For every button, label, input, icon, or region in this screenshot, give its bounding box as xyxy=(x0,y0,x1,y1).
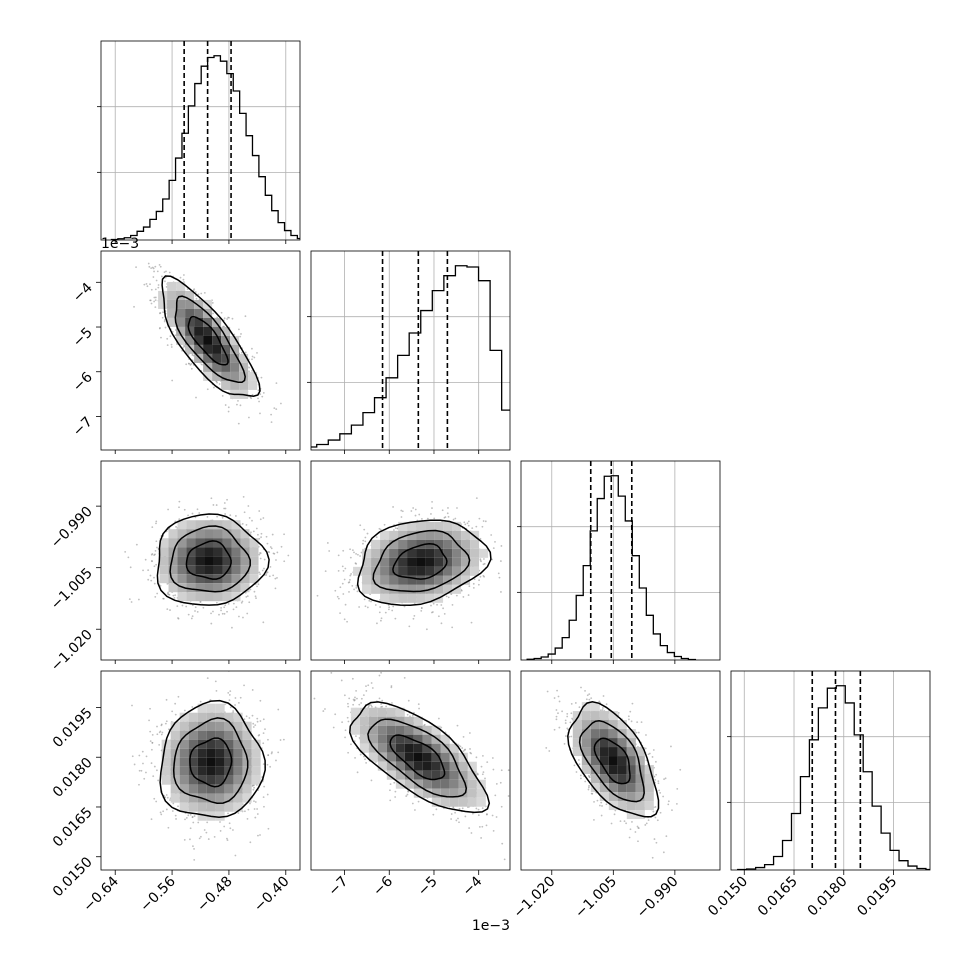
contour-line xyxy=(349,701,491,814)
scatter-frame xyxy=(310,670,511,871)
density-cells xyxy=(158,281,258,399)
y-tick-label: −7 xyxy=(70,414,96,440)
x-tick-label: −6 xyxy=(370,873,396,899)
x-tick-label: −1.020 xyxy=(511,874,559,922)
contour-line xyxy=(372,529,471,593)
contour-line xyxy=(356,519,492,607)
y-tick-label: 0.0150 xyxy=(50,854,96,900)
x-tick-label: 0.0165 xyxy=(755,874,801,920)
x-tick-label: −5 xyxy=(415,874,441,900)
hist-panel-3 xyxy=(727,670,931,871)
hist-frame xyxy=(100,40,301,241)
density-cells xyxy=(159,520,259,602)
contour-line xyxy=(187,315,229,366)
scatter-panel-2-0 xyxy=(100,460,301,661)
y-tick-label: 0.0195 xyxy=(50,705,96,751)
x-tick-label: −0.56 xyxy=(137,873,179,915)
y-tick-label: 0.0165 xyxy=(50,804,96,850)
x-tick-label: −7 xyxy=(325,874,351,900)
scatter-frame xyxy=(310,460,511,661)
scatter-frame xyxy=(520,670,721,871)
hist-panel-2 xyxy=(517,460,721,661)
contour-line xyxy=(189,737,233,788)
y-tick-label: −1.020 xyxy=(48,627,96,675)
contour-line xyxy=(593,737,631,785)
hist-panel-1 xyxy=(307,250,511,451)
scatter-frame xyxy=(100,670,301,871)
scatter-panel-3-0 xyxy=(100,670,301,871)
contour-line xyxy=(174,295,246,383)
x-tick-label: −4 xyxy=(460,873,486,899)
hist-step-line xyxy=(526,475,697,660)
x-offset-label: 1e−3 xyxy=(472,918,510,934)
y-offset-label: 1e−3 xyxy=(101,236,139,252)
scatter-frame xyxy=(100,460,301,661)
hist-frame xyxy=(520,460,721,661)
y-tick-label: −1.005 xyxy=(48,565,96,613)
contour-line xyxy=(367,718,468,798)
y-tick-label: −0.990 xyxy=(48,504,96,552)
y-tick-label: −5 xyxy=(70,325,96,351)
x-tick-label: −0.64 xyxy=(80,873,122,915)
contour-line xyxy=(185,540,232,580)
contour-line xyxy=(392,543,448,580)
x-tick-label: 0.0180 xyxy=(805,874,851,920)
y-tick-label: −4 xyxy=(70,280,96,306)
x-tick-label: −0.48 xyxy=(194,874,236,916)
scatter-panel-1-0 xyxy=(100,250,301,451)
hist-step-line xyxy=(737,685,930,870)
hist-frame xyxy=(310,250,511,451)
contour-line xyxy=(169,525,251,593)
contour-line xyxy=(578,720,645,803)
contour-line xyxy=(156,513,270,606)
scatter-frame xyxy=(100,250,301,451)
x-tick-label: 0.0195 xyxy=(854,874,900,920)
scatter-panel-3-2 xyxy=(520,670,721,871)
contour-line xyxy=(161,275,261,397)
x-tick-label: −1.005 xyxy=(572,874,620,922)
scatter-panel-2-1 xyxy=(310,460,511,661)
hist-panel-0 xyxy=(97,40,301,241)
contour-line xyxy=(567,701,660,818)
x-tick-label: −0.990 xyxy=(634,874,682,922)
x-tick-label: 0.0150 xyxy=(705,874,751,920)
density-cells xyxy=(572,702,654,820)
hist-step-line xyxy=(311,265,510,448)
contour-line xyxy=(172,717,249,804)
contour-line xyxy=(389,734,446,781)
y-tick-label: −6 xyxy=(70,369,96,395)
x-tick-label: −0.40 xyxy=(251,874,293,916)
scatter-panel-3-1 xyxy=(310,670,511,871)
y-tick-label: 0.0180 xyxy=(50,755,96,801)
hist-frame xyxy=(730,670,931,871)
contour-line xyxy=(159,699,266,819)
